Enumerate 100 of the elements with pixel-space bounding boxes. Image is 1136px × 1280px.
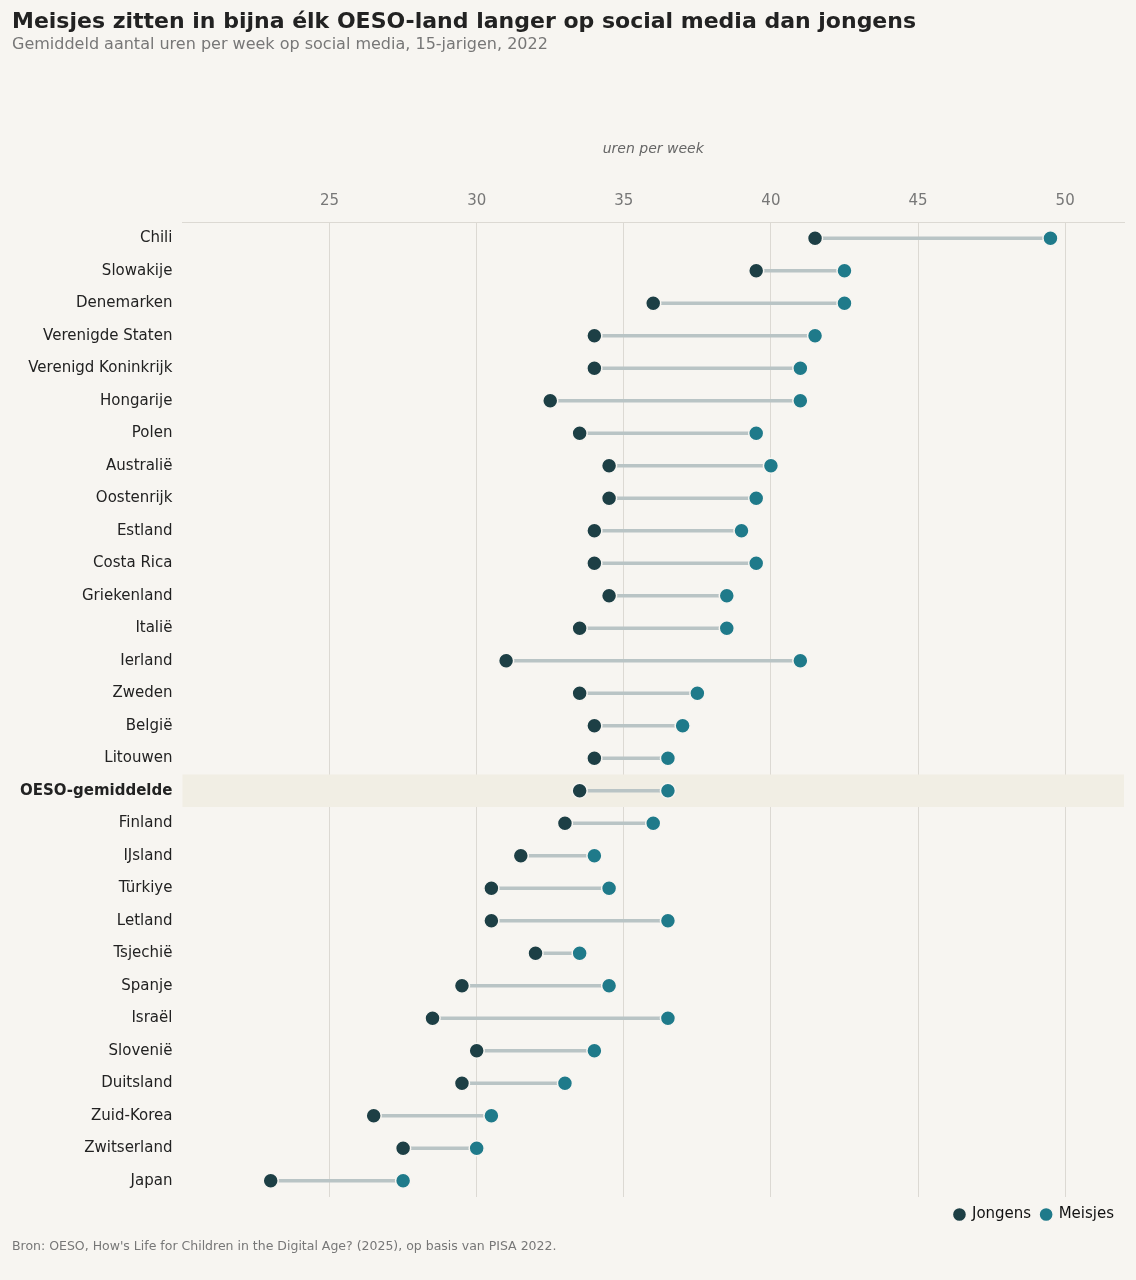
point — [644, 815, 662, 832]
point — [512, 847, 530, 864]
point — [659, 912, 677, 929]
point — [806, 327, 824, 344]
point — [571, 425, 588, 442]
y-tick-label: Zweden — [112, 683, 173, 702]
x-tick-label: 40 — [761, 190, 781, 209]
point — [600, 977, 618, 994]
point — [792, 652, 809, 669]
x-tick-label: 25 — [320, 190, 340, 209]
point — [644, 295, 662, 312]
point — [806, 230, 824, 247]
y-tick-label: Italië — [135, 618, 173, 637]
y-tick-label: Litouwen — [104, 748, 173, 767]
y-tick-label: Denemarken — [76, 293, 173, 312]
point — [836, 295, 853, 312]
point — [586, 717, 603, 734]
point — [747, 262, 765, 279]
point — [659, 782, 677, 799]
y-tick-label: Türkiye — [117, 878, 173, 897]
point — [747, 555, 765, 572]
point — [483, 1107, 500, 1124]
point — [586, 1042, 603, 1059]
point — [659, 750, 677, 767]
y-tick-label: IJsland — [123, 845, 173, 864]
x-tick-label: 45 — [908, 190, 928, 209]
point — [674, 717, 691, 734]
y-tick-label: Hongarije — [100, 390, 173, 409]
point — [394, 1140, 412, 1157]
point — [718, 620, 736, 637]
point — [1042, 230, 1059, 247]
y-tick-label: Oostenrijk — [95, 488, 173, 507]
x-tick-label: 35 — [614, 190, 634, 209]
point — [689, 685, 706, 702]
y-tick-label: OESO-gemiddelde — [19, 780, 173, 799]
point — [365, 1107, 382, 1124]
y-tick-label: Costa Rica — [93, 553, 173, 572]
point — [718, 587, 736, 604]
point — [497, 652, 515, 669]
point — [394, 1172, 412, 1189]
point — [527, 945, 544, 962]
point — [453, 1075, 471, 1092]
point — [468, 1042, 485, 1059]
point — [571, 685, 588, 702]
point — [747, 490, 765, 507]
point — [600, 587, 618, 604]
point — [571, 782, 588, 799]
y-tick-label: Tsjechië — [112, 943, 173, 962]
point — [571, 620, 588, 637]
point — [733, 522, 750, 539]
y-tick-label: Griekenland — [81, 585, 173, 604]
y-tick-label: Chili — [139, 228, 173, 247]
point — [541, 392, 559, 409]
point — [586, 327, 603, 344]
y-tick-label: Spanje — [121, 975, 173, 994]
y-tick-label: Ierland — [120, 650, 173, 669]
point — [836, 262, 853, 279]
point — [556, 815, 574, 832]
point — [586, 750, 603, 767]
point — [792, 392, 809, 409]
chart-subtitle: Gemiddeld aantal uren per week op social media, 15-jarigen, 2022 — [12, 34, 548, 53]
y-tick-label: Letland — [116, 910, 173, 929]
point — [571, 945, 588, 962]
point — [792, 360, 809, 377]
chart-title: Meisjes zitten in bijna élk OESO-land langer op social media dan jongens — [12, 8, 917, 33]
point — [424, 1010, 441, 1027]
y-tick-label: Israël — [131, 1008, 173, 1027]
y-tick-label: Polen — [131, 423, 173, 442]
point — [586, 360, 603, 377]
point — [600, 880, 618, 897]
y-tick-label: Japan — [129, 1170, 173, 1189]
text: Bron: OESO, How's Life for Children in the Digital Age? (2025), op basis van PISA 2022. — [12, 1238, 558, 1255]
point — [453, 977, 471, 994]
point — [659, 1010, 677, 1027]
point — [747, 425, 765, 442]
x-axis-title: uren per week — [602, 140, 704, 156]
point — [586, 555, 603, 572]
y-tick-label: Finland — [118, 813, 173, 832]
point — [483, 880, 500, 897]
point — [468, 1140, 485, 1157]
point — [586, 522, 603, 539]
y-tick-label: Verenigd Koninkrijk — [28, 358, 173, 377]
legend-label: Jongens — [970, 1204, 1032, 1223]
x-tick-label: 30 — [467, 190, 487, 209]
y-tick-label: Slovenië — [108, 1040, 173, 1059]
y-tick-label: Estland — [116, 520, 173, 539]
y-tick-label: Australië — [106, 455, 173, 474]
y-tick-label: België — [125, 715, 173, 734]
point — [262, 1172, 279, 1189]
point — [600, 457, 618, 474]
point — [556, 1075, 574, 1092]
y-tick-label: Verenigde Staten — [43, 325, 173, 344]
point — [586, 847, 603, 864]
point — [483, 912, 500, 929]
point — [600, 490, 618, 507]
y-tick-label: Zuid-Korea — [91, 1105, 173, 1124]
y-tick-label: Duitsland — [101, 1073, 173, 1092]
point — [762, 457, 780, 474]
x-tick-label: 50 — [1055, 190, 1075, 209]
y-tick-label: Slowakije — [101, 260, 173, 279]
